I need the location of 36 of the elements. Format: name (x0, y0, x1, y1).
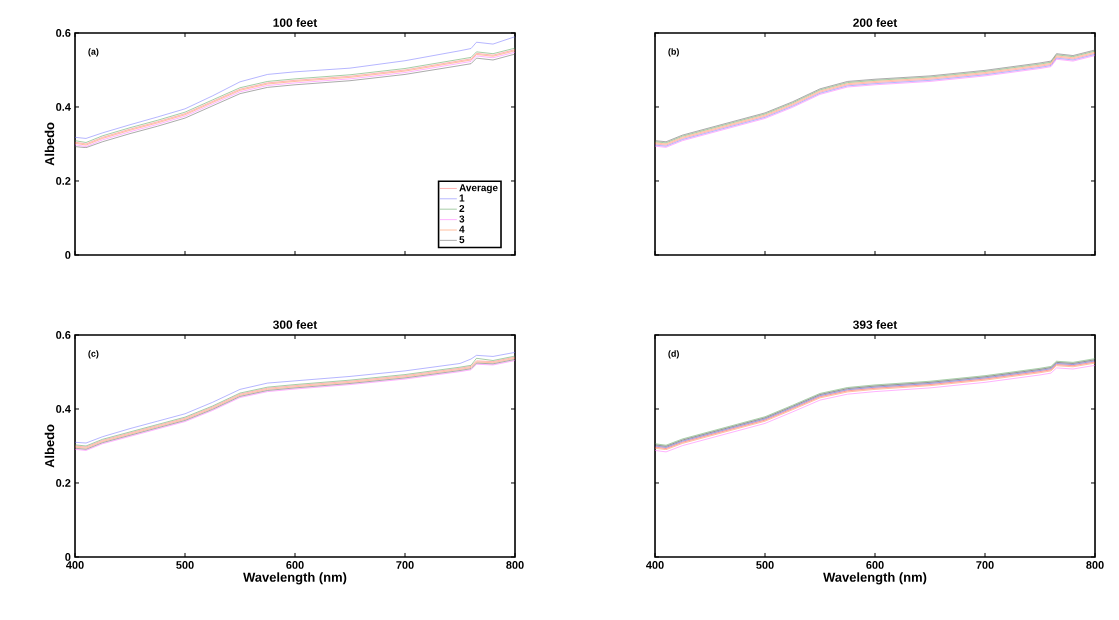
legend-label: 1 (459, 194, 465, 202)
legend-label: 2 (459, 204, 465, 212)
y-tick-label: 0.2 (56, 177, 71, 185)
x-axis-title: Wavelength (nm) (243, 572, 347, 585)
chart-title: 393 feet (853, 320, 898, 329)
y-tick-label: 0.6 (56, 29, 71, 37)
x-tick-label: 500 (176, 561, 194, 569)
y-tick-label: 0.2 (56, 479, 71, 487)
y-tick-label: 0.6 (56, 331, 71, 339)
x-tick-label: 400 (66, 561, 84, 569)
annotation: (b) (668, 48, 679, 57)
x-axis-title: Wavelength (nm) (823, 572, 927, 585)
y-tick-label: 0.4 (56, 103, 71, 111)
x-tick-label: 600 (286, 561, 304, 569)
y-axis-title: Albedo (44, 424, 55, 468)
chart-title: 300 feet (273, 320, 318, 329)
y-tick-label: 0 (65, 553, 71, 561)
y-tick-label: 0 (65, 251, 71, 259)
annotation: (c) (88, 350, 99, 359)
x-tick-label: 700 (396, 561, 414, 569)
y-axis-title: Albedo (44, 122, 55, 166)
x-tick-label: 800 (1086, 561, 1104, 569)
x-tick-label: 400 (646, 561, 664, 569)
x-tick-label: 600 (866, 561, 884, 569)
x-tick-label: 700 (976, 561, 994, 569)
legend-label: Average (459, 184, 498, 194)
legend-label: 5 (459, 236, 465, 244)
annotation: (a) (88, 48, 99, 57)
y-tick-label: 0.4 (56, 405, 71, 413)
legend-label: 3 (459, 215, 465, 223)
legend-label: 4 (459, 225, 465, 233)
annotation: (d) (668, 350, 679, 359)
chart-title: 200 feet (853, 18, 898, 27)
chart-title: 100 feet (273, 18, 318, 27)
x-tick-label: 500 (756, 561, 774, 569)
x-tick-label: 800 (506, 561, 524, 569)
